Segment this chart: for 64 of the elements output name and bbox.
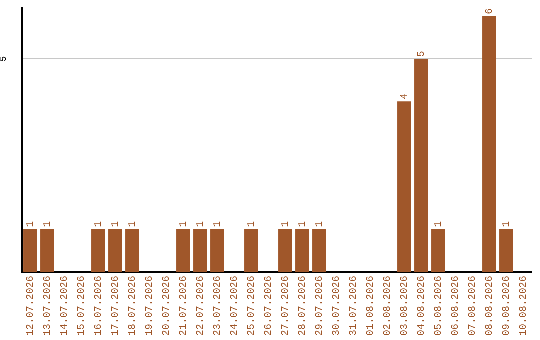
x-tick-label: 20.07.2026	[162, 276, 174, 336]
x-tick-label: 16.07.2026	[94, 276, 106, 336]
bar	[414, 59, 428, 272]
x-tick-label: 02.08.2026	[383, 276, 394, 336]
x-tick-label: 24.07.2026	[230, 276, 242, 336]
x-tick-label: 07.08.2026	[468, 276, 480, 336]
x-tick-label: 12.07.2026	[26, 276, 38, 336]
bar	[432, 229, 446, 272]
x-tick-label: 28.07.2026	[298, 276, 310, 336]
x-tick-label: 31.07.2026	[349, 276, 360, 336]
data-label: 1	[26, 221, 38, 228]
data-label: 1	[315, 221, 326, 228]
x-tick-label: 04.08.2026	[417, 276, 428, 336]
x-tick-label: 09.08.2026	[502, 276, 514, 336]
bar	[40, 229, 54, 272]
bar	[312, 229, 326, 272]
bar	[126, 229, 140, 272]
x-tick-label: 17.07.2026	[111, 276, 122, 336]
x-tick-label: 10.08.2026	[519, 276, 530, 336]
x-tick-label: 03.08.2026	[400, 276, 412, 336]
data-label: 1	[247, 221, 258, 228]
data-label: 5	[417, 51, 428, 58]
x-tick-label: 27.07.2026	[281, 276, 292, 336]
bar	[278, 229, 292, 272]
data-label: 1	[502, 221, 514, 228]
data-label: 1	[43, 221, 54, 228]
data-label: 1	[298, 221, 310, 228]
x-tick-label: 14.07.2026	[60, 276, 72, 336]
bar	[176, 229, 190, 272]
x-tick-label: 26.07.2026	[264, 276, 276, 336]
bar	[194, 229, 208, 272]
bar	[24, 229, 38, 272]
data-label: 4	[400, 94, 412, 100]
bar	[108, 229, 122, 272]
data-label: 1	[111, 221, 122, 228]
bar	[482, 16, 496, 272]
x-tick-label: 21.07.2026	[179, 276, 190, 336]
data-label: 1	[213, 221, 224, 228]
x-tick-label: 08.08.2026	[485, 276, 496, 336]
x-tick-label: 23.07.2026	[213, 276, 224, 336]
x-tick-label: 06.08.2026	[451, 276, 462, 336]
data-label: 1	[196, 221, 208, 228]
bar	[500, 229, 514, 272]
bar	[296, 229, 310, 272]
bar	[244, 229, 258, 272]
x-tick-label: 30.07.2026	[332, 276, 344, 336]
x-tick-label: 29.07.2026	[315, 276, 326, 336]
x-tick-label: 13.07.2026	[43, 276, 54, 336]
data-label: 1	[281, 221, 292, 228]
x-tick-label: 05.08.2026	[434, 276, 446, 336]
x-tick-label: 18.07.2026	[128, 276, 140, 336]
x-tick-label: 15.07.2026	[77, 276, 88, 336]
data-label: 1	[94, 221, 106, 228]
data-label: 6	[485, 8, 496, 15]
bar	[398, 102, 412, 272]
x-tick-label: 19.07.2026	[145, 276, 156, 336]
bar	[210, 229, 224, 272]
x-tick-label: 22.07.2026	[196, 276, 208, 336]
data-label: 1	[128, 221, 140, 228]
x-tick-label: 25.07.2026	[247, 276, 258, 336]
bar	[92, 229, 106, 272]
x-tick-label: 01.08.2026	[366, 276, 378, 336]
data-label: 1	[434, 221, 446, 228]
data-label: 1	[179, 221, 190, 228]
